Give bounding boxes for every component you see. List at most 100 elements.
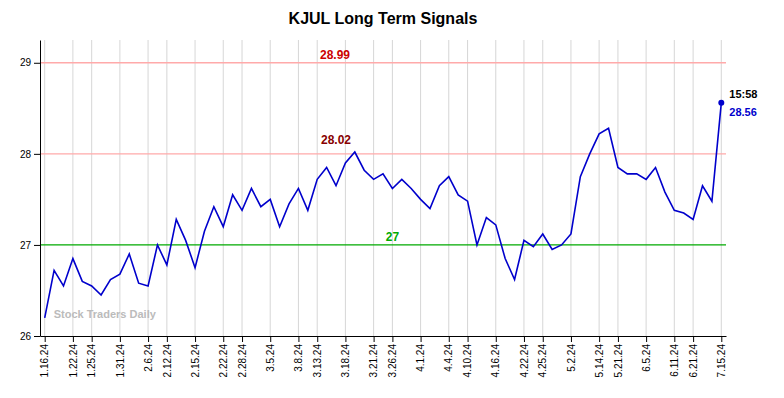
tick-label: 7.15.24: [716, 344, 727, 378]
grid-line: [270, 40, 271, 336]
plot-area: 1.16.24 1.22.24 1.25.24 1.31.24 2.6.24 2.12.2…: [20, 40, 758, 377]
reference-line: [40, 62, 726, 63]
grid-line: [345, 40, 346, 336]
tick-label: 4.10.24: [462, 344, 473, 378]
tick-label: 1.25.24: [86, 344, 97, 378]
tick: 7.15.24: [716, 336, 727, 377]
grid-line: [599, 40, 600, 336]
tick-mark: [721, 336, 722, 342]
tick: 4.22.24: [519, 336, 530, 377]
grid-line: [693, 40, 694, 336]
tick-label: 2.15.24: [190, 344, 201, 378]
tick-mark: [73, 336, 74, 342]
tick-label: 4.22.24: [519, 344, 530, 378]
tick-label: 6.11.24: [669, 344, 680, 377]
tick-label: 1.31.24: [115, 344, 126, 378]
tick-mark: [270, 336, 271, 342]
tick: 5.21.24: [613, 336, 624, 377]
tick-mark: [646, 336, 647, 342]
grid-line: [317, 40, 318, 336]
tick-label: 27: [20, 240, 32, 251]
tick: 26: [20, 331, 40, 342]
grid: [45, 40, 722, 336]
grid-line: [420, 40, 421, 336]
annotation: 15:58: [729, 88, 757, 100]
tick-mark: [599, 336, 600, 342]
tick-label: 1.16.24: [39, 344, 50, 378]
tick-label: 2.6.24: [143, 344, 154, 372]
annotation: Stock Traders Daily: [54, 308, 157, 320]
tick-mark: [298, 336, 299, 342]
reference-line: [40, 153, 726, 154]
tick-label: 3.26.24: [387, 344, 398, 378]
x-axis: 1.16.24 1.22.24 1.25.24 1.31.24 2.6.24 2.12.2…: [39, 336, 727, 377]
tick: 6.21.24: [688, 336, 699, 377]
tick-label: 6.5.24: [641, 344, 652, 372]
tick-mark: [421, 336, 422, 342]
tick: 27: [20, 240, 40, 251]
tick-label: 29: [20, 57, 32, 68]
tick: 3.5.24: [265, 336, 276, 372]
tick: 5.2.24: [566, 336, 577, 372]
tick-mark: [34, 336, 40, 337]
tick-label: 5.21.24: [613, 344, 624, 378]
tick-mark: [34, 63, 40, 64]
grid-line: [242, 40, 243, 336]
tick-mark: [195, 336, 196, 342]
tick-label: 3.8.24: [293, 344, 304, 372]
tick-mark: [468, 336, 469, 342]
tick: 6.5.24: [641, 336, 652, 372]
tick-mark: [449, 336, 450, 342]
tick-mark: [92, 336, 93, 342]
tick: 1.25.24: [86, 336, 97, 377]
tick-label: 4.25.24: [537, 344, 548, 378]
tick: 1.31.24: [115, 336, 126, 377]
tick: 4.1.24: [415, 336, 426, 372]
grid-line: [617, 40, 618, 336]
annotation: 28.99: [320, 48, 350, 62]
grid-line: [542, 40, 543, 336]
grid-line: [674, 40, 675, 336]
tick-label: 3.18.24: [340, 344, 351, 378]
tick-mark: [524, 336, 525, 342]
tick: 28: [20, 149, 40, 160]
tick: 3.21.24: [368, 336, 379, 377]
annotations: 28.9928.022715:5828.56Stock Traders Dail…: [54, 48, 758, 320]
tick: 29: [20, 57, 40, 68]
tick-label: 4.1.24: [415, 344, 426, 372]
tick: 3.26.24: [387, 336, 398, 377]
grid-line: [373, 40, 374, 336]
tick-mark: [571, 336, 572, 342]
tick: 5.14.24: [594, 336, 605, 377]
annotation: 28.02: [321, 133, 351, 147]
tick-mark: [242, 336, 243, 342]
tick-label: 28: [20, 149, 32, 160]
tick-mark: [392, 336, 393, 342]
grid-line: [223, 40, 224, 336]
y-axis: 26 27 28 29: [20, 41, 41, 342]
tick-mark: [543, 336, 544, 342]
grid-line: [148, 40, 149, 336]
tick: 1.16.24: [39, 336, 50, 377]
tick: 1.22.24: [68, 336, 79, 377]
tick-label: 6.21.24: [688, 344, 699, 378]
axis-line: [40, 41, 41, 337]
grid-line: [570, 40, 571, 336]
grid-line: [721, 40, 722, 336]
tick: 2.28.24: [237, 336, 248, 377]
chart-svg: KJUL Long Term Signals 1.16.24 1.22.24 1.25…: [0, 0, 784, 398]
grid-line: [195, 40, 196, 336]
tick: 4.16.24: [490, 336, 501, 377]
chart-container: KJUL Long Term Signals 1.16.24 1.22.24 1.25…: [0, 0, 784, 398]
tick-mark: [120, 336, 121, 342]
tick: 2.6.24: [143, 336, 154, 372]
tick-label: 2.12.24: [162, 344, 173, 378]
tick-mark: [317, 336, 318, 342]
tick-label: 3.13.24: [312, 344, 323, 378]
tick-label: 3.5.24: [265, 344, 276, 372]
tick: 2.12.24: [162, 336, 173, 377]
title: KJUL Long Term Signals: [289, 10, 478, 27]
tick-mark: [34, 154, 40, 155]
tick-label: 1.22.24: [68, 344, 79, 378]
tick-mark: [167, 336, 168, 342]
